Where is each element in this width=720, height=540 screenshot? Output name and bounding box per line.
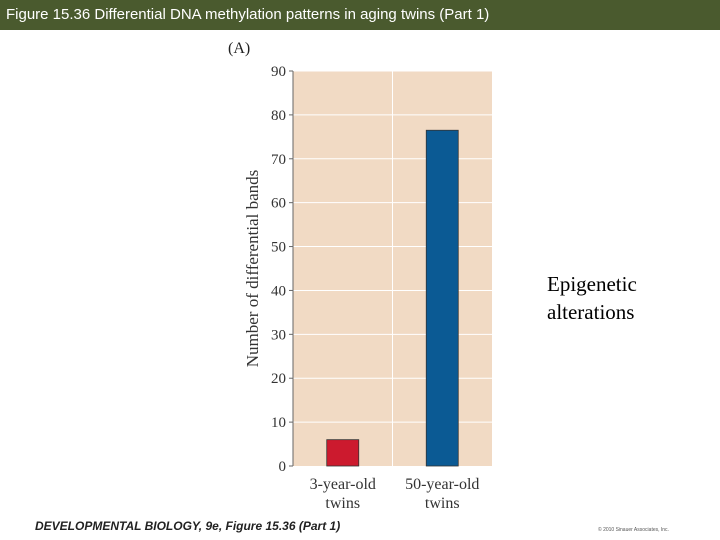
category-label: twins xyxy=(425,495,460,512)
footer-citation: DEVELOPMENTAL BIOLOGY, 9e, Figure 15.36 … xyxy=(35,519,341,533)
y-tick-label: 60 xyxy=(271,196,286,212)
footer-copyright: © 2010 Sinauer Associates, Inc. xyxy=(598,527,669,533)
y-tick-label: 30 xyxy=(271,327,286,343)
side-note: Epigenetic alterations xyxy=(547,270,637,326)
category-label: 3-year-old xyxy=(310,476,376,493)
y-axis-title: Number of differential bands xyxy=(243,170,262,367)
category-label: 50-year-old xyxy=(405,476,479,493)
y-tick-label: 90 xyxy=(271,64,286,80)
y-tick-label: 0 xyxy=(279,459,287,475)
y-tick-label: 20 xyxy=(271,371,286,387)
side-note-line-1: Epigenetic xyxy=(547,272,637,296)
y-tick-label: 50 xyxy=(271,240,286,256)
bar xyxy=(326,439,360,467)
figure-title: Figure 15.36 Differential DNA methylatio… xyxy=(6,6,490,23)
y-tick-label: 70 xyxy=(271,152,286,168)
panel-label: (A) xyxy=(228,40,251,57)
y-tick-label: 40 xyxy=(271,283,286,299)
side-note-line-2: alterations xyxy=(547,300,635,324)
title-bar: Figure 15.36 Differential DNA methylatio… xyxy=(0,0,720,30)
category-label: twins xyxy=(325,495,360,512)
y-tick-label: 10 xyxy=(271,415,286,431)
bar xyxy=(425,129,459,467)
y-tick-label: 80 xyxy=(271,108,286,124)
